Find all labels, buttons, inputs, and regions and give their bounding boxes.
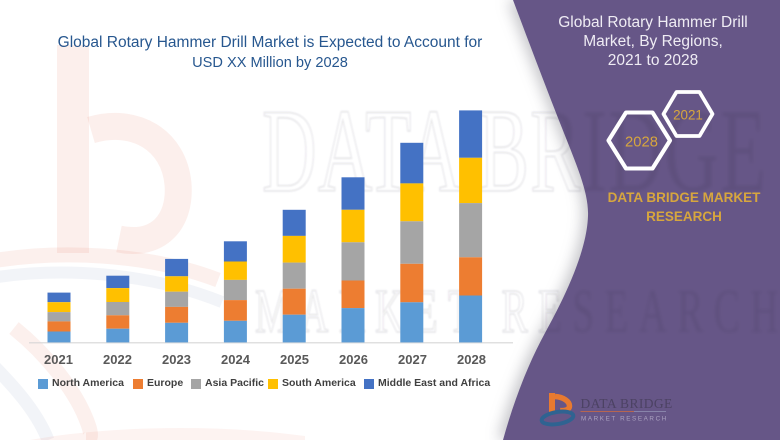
svg-text:MARKET RESEARCH: MARKET RESEARCH	[581, 416, 668, 423]
svg-text:2028: 2028	[625, 135, 658, 151]
svg-text:2021: 2021	[673, 108, 703, 123]
svg-text:DATA BRIDGE: DATA BRIDGE	[262, 85, 767, 218]
svg-text:DATA BRIDGE: DATA BRIDGE	[581, 396, 673, 411]
